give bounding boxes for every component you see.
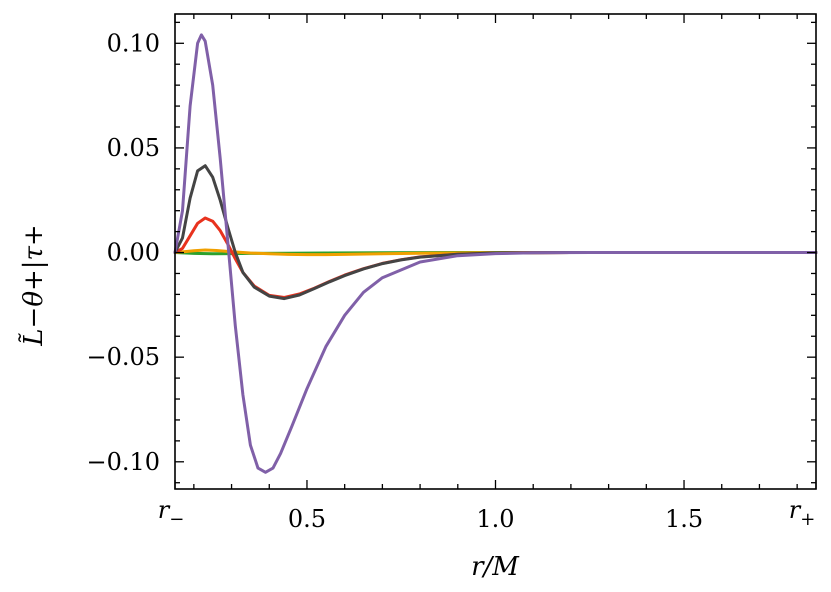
x-tick-label: r+ <box>789 496 816 530</box>
x-axis-label: r/M <box>471 552 520 582</box>
series-line-5 <box>173 33 818 474</box>
series-layer <box>173 33 818 474</box>
x-tick-label: 1.0 <box>476 505 514 533</box>
y-tick-label: −0.10 <box>86 448 160 476</box>
y-tick-label: 0.05 <box>107 134 160 162</box>
y-axis-label: L̃−θ+|τ+ <box>18 224 49 346</box>
tick-label-layer: r− 0.5 1.0 1.5 r+ 0.10 0.05 0.00 −0.05 −0.10 <box>86 29 815 533</box>
y-tick-label: 0.00 <box>107 239 160 267</box>
x-tick-label: 0.5 <box>288 505 326 533</box>
plot-frame <box>174 13 817 490</box>
series-line-2 <box>173 248 818 257</box>
y-tick-label: 0.10 <box>107 29 160 57</box>
series-line-4 <box>173 164 818 301</box>
x-tick-label: 1.5 <box>665 505 703 533</box>
y-tick-label: −0.05 <box>86 343 160 371</box>
x-tick-label: r− <box>158 496 185 530</box>
series-line-3 <box>173 216 818 299</box>
